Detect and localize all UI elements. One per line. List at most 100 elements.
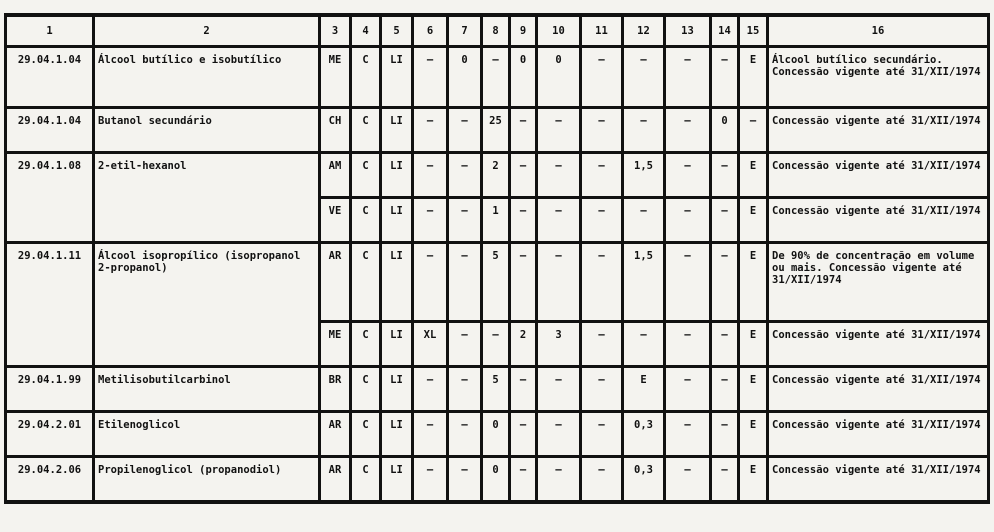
column-header-3: 3 (318, 13, 352, 48)
value-cell-col-7: – (446, 410, 483, 458)
value-cell-col-12: E (621, 365, 666, 413)
value-cell-col-13: – (663, 320, 712, 368)
value-cell-col-4: C (349, 410, 382, 458)
column-header-6: 6 (411, 13, 449, 48)
value-cell-col-5: LI (379, 241, 414, 323)
value-cell-col-12: – (621, 196, 666, 244)
value-cell-col-10: 0 (535, 45, 582, 109)
value-cell-col-14: – (709, 241, 740, 323)
notes-cell: Concessão vigente até 31/XII/1974 (766, 365, 990, 413)
value-cell-col-7: 0 (446, 45, 483, 109)
product-name-cell: 2-etil-hexanol (92, 151, 321, 244)
value-cell-col-10: – (535, 455, 582, 504)
code-cell: 29.04.1.04 (4, 45, 95, 109)
value-cell-col-7: – (446, 196, 483, 244)
value-cell-col-3: CH (318, 106, 352, 154)
value-cell-col-4: C (349, 241, 382, 323)
code-cell: 29.04.1.99 (4, 365, 95, 413)
column-header-12: 12 (621, 13, 666, 48)
value-cell-col-6: – (411, 410, 449, 458)
column-header-2: 2 (92, 13, 321, 48)
value-cell-col-6: – (411, 241, 449, 323)
header-row: 1 2 3 4 5 6 7 8 9 10 11 12 13 14 15 16 (4, 13, 990, 48)
value-cell-col-10: – (535, 196, 582, 244)
notes-cell: Concessão vigente até 31/XII/1974 (766, 196, 990, 244)
value-cell-col-12: 1,5 (621, 241, 666, 323)
value-cell-col-12: 0,3 (621, 410, 666, 458)
value-cell-col-14: – (709, 410, 740, 458)
value-cell-col-9: – (508, 106, 538, 154)
value-cell-col-10: – (535, 106, 582, 154)
value-cell-col-8: 0 (480, 455, 511, 504)
value-cell-col-14: – (709, 365, 740, 413)
column-header-10: 10 (535, 13, 582, 48)
product-name-cell: Butanol secundário (92, 106, 321, 154)
value-cell-col-4: C (349, 106, 382, 154)
value-cell-col-9: 0 (508, 45, 538, 109)
value-cell-col-12: 1,5 (621, 151, 666, 199)
value-cell-col-5: LI (379, 151, 414, 199)
value-cell-col-7: – (446, 241, 483, 323)
value-cell-col-9: – (508, 241, 538, 323)
tariff-table: 1 2 3 4 5 6 7 8 9 10 11 12 13 14 15 16 29.04.1.04 Álcool… (4, 13, 990, 504)
value-cell-col-4: C (349, 320, 382, 368)
value-cell-col-5: LI (379, 45, 414, 109)
value-cell-col-10: – (535, 410, 582, 458)
notes-cell: Concessão vigente até 31/XII/1974 (766, 151, 990, 199)
value-cell-col-12: – (621, 320, 666, 368)
value-cell-col-8: – (480, 320, 511, 368)
value-cell-col-9: – (508, 365, 538, 413)
value-cell-col-5: LI (379, 455, 414, 504)
value-cell-col-13: – (663, 45, 712, 109)
value-cell-col-5: LI (379, 320, 414, 368)
value-cell-col-15: E (737, 196, 769, 244)
value-cell-col-11: – (579, 455, 624, 504)
value-cell-col-6: – (411, 151, 449, 199)
value-cell-col-14: 0 (709, 106, 740, 154)
tariff-table-page: 1 2 3 4 5 6 7 8 9 10 11 12 13 14 15 16 29.04.1.04 Álcool… (4, 13, 990, 504)
value-cell-col-8: 1 (480, 196, 511, 244)
column-header-8: 8 (480, 13, 511, 48)
value-cell-col-15: E (737, 320, 769, 368)
value-cell-col-11: – (579, 241, 624, 323)
code-cell: 29.04.2.06 (4, 455, 95, 504)
value-cell-col-15: E (737, 365, 769, 413)
value-cell-col-14: – (709, 151, 740, 199)
value-cell-col-15: E (737, 151, 769, 199)
value-cell-col-12: – (621, 106, 666, 154)
column-header-7: 7 (446, 13, 483, 48)
value-cell-col-6: – (411, 365, 449, 413)
value-cell-col-7: – (446, 320, 483, 368)
column-header-13: 13 (663, 13, 712, 48)
value-cell-col-4: C (349, 45, 382, 109)
value-cell-col-15: E (737, 410, 769, 458)
value-cell-col-15: E (737, 45, 769, 109)
value-cell-col-13: – (663, 241, 712, 323)
value-cell-col-9: 2 (508, 320, 538, 368)
value-cell-col-3: AM (318, 151, 352, 199)
value-cell-col-7: – (446, 151, 483, 199)
value-cell-col-6: XL (411, 320, 449, 368)
value-cell-col-8: 5 (480, 241, 511, 323)
notes-cell: Concessão vigente até 31/XII/1974 (766, 106, 990, 154)
value-cell-col-3: AR (318, 241, 352, 323)
code-cell: 29.04.1.08 (4, 151, 95, 244)
value-cell-col-3: VE (318, 196, 352, 244)
value-cell-col-11: – (579, 196, 624, 244)
value-cell-col-14: – (709, 196, 740, 244)
value-cell-col-6: – (411, 45, 449, 109)
code-cell: 29.04.1.11 (4, 241, 95, 368)
value-cell-col-8: 25 (480, 106, 511, 154)
value-cell-col-6: – (411, 196, 449, 244)
code-cell: 29.04.1.04 (4, 106, 95, 154)
value-cell-col-8: 5 (480, 365, 511, 413)
value-cell-col-11: – (579, 320, 624, 368)
value-cell-col-4: C (349, 365, 382, 413)
value-cell-col-12: – (621, 45, 666, 109)
column-header-9: 9 (508, 13, 538, 48)
table-row: 29.04.1.11 Álcool isopropílico (isopropan… (4, 241, 990, 368)
table-row: 29.04.2.01 Etilenoglicol AR C LI – –0– – –0,3– – E… (4, 410, 990, 458)
value-cell-col-9: – (508, 455, 538, 504)
value-cell-col-3: AR (318, 410, 352, 458)
notes-cell: De 90% de concentração em volume ou mais… (766, 241, 990, 323)
